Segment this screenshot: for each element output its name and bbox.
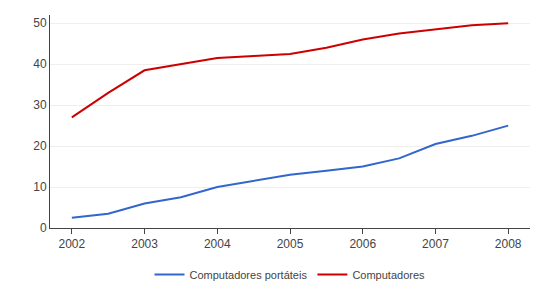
svg-text:2007: 2007 [422, 237, 449, 251]
svg-text:2004: 2004 [204, 237, 231, 251]
svg-text:50: 50 [33, 16, 47, 30]
svg-text:10: 10 [33, 180, 47, 194]
svg-text:30: 30 [33, 98, 47, 112]
svg-text:2008: 2008 [495, 237, 522, 251]
svg-text:20: 20 [33, 139, 47, 153]
svg-text:2005: 2005 [277, 237, 304, 251]
svg-text:Computadores: Computadores [352, 269, 425, 281]
svg-text:2003: 2003 [131, 237, 158, 251]
svg-text:0: 0 [40, 221, 47, 235]
svg-text:Computadores portáteis: Computadores portáteis [190, 269, 308, 281]
svg-text:2006: 2006 [349, 237, 376, 251]
svg-text:2002: 2002 [58, 237, 85, 251]
svg-text:40: 40 [33, 57, 47, 71]
